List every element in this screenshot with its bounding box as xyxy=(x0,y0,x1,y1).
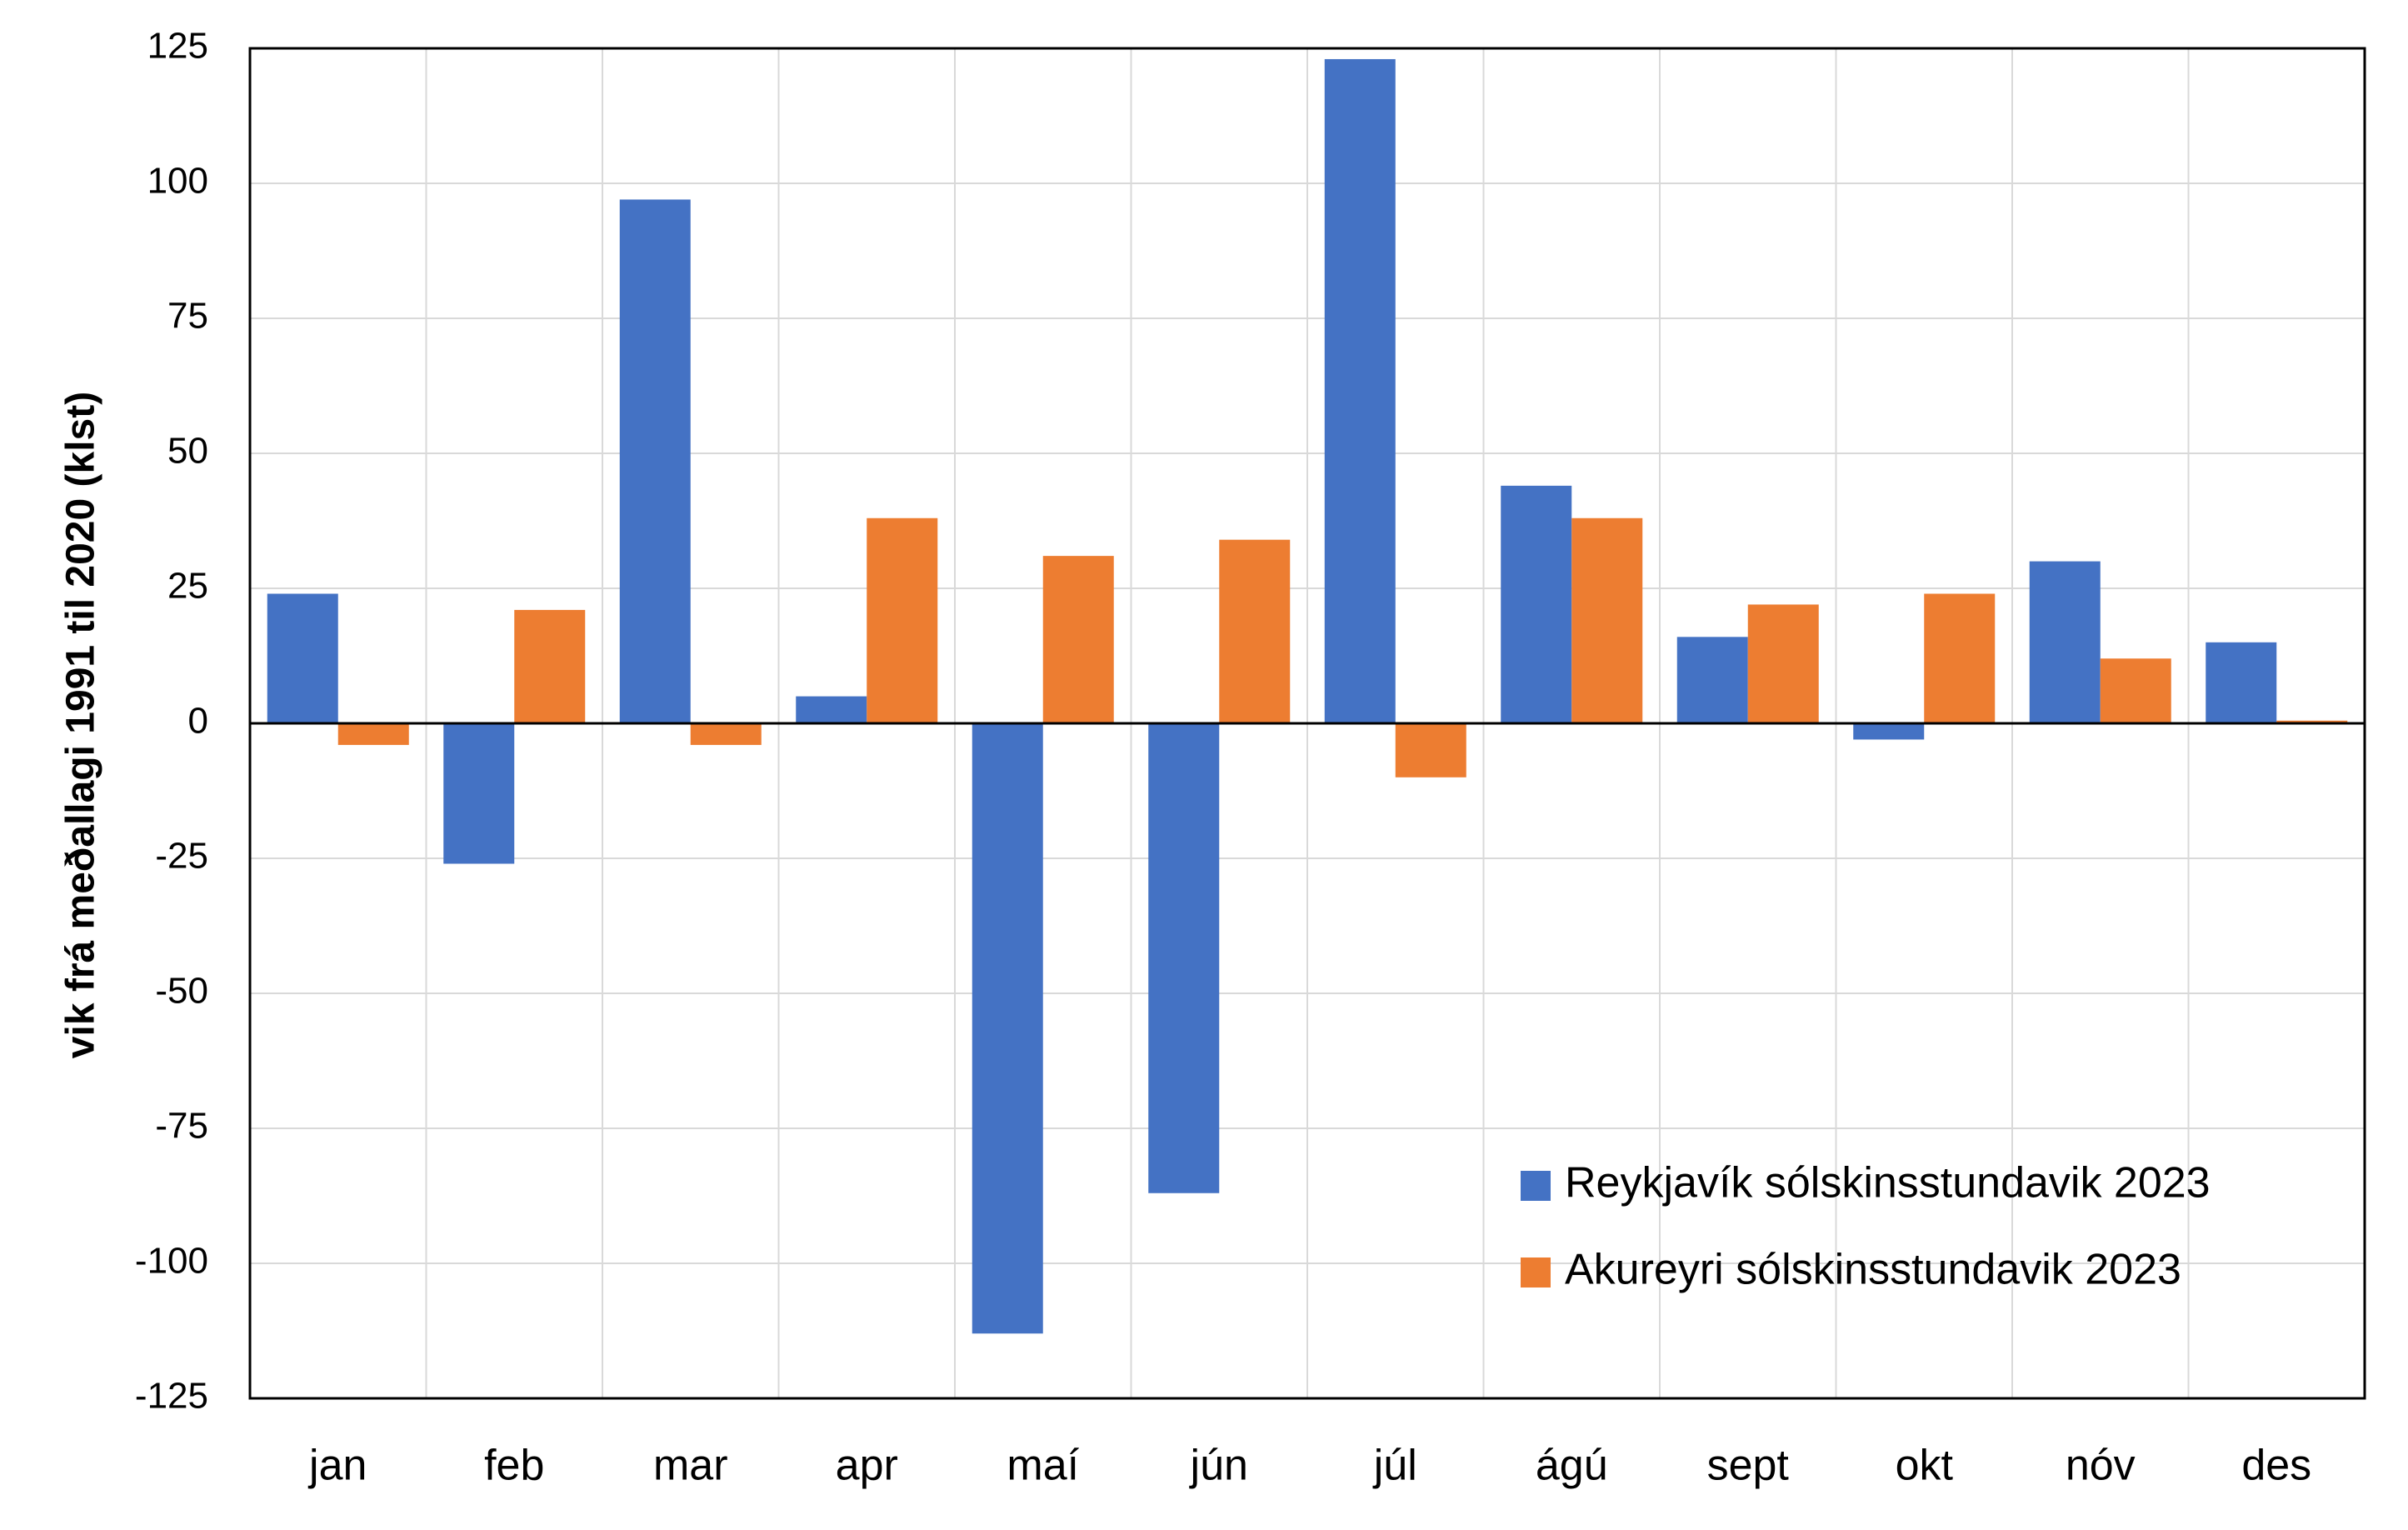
bar-akureyri-2 xyxy=(690,723,762,745)
bar-akureyri-7 xyxy=(1571,518,1643,723)
bar-reykjavik-7 xyxy=(1501,485,1572,723)
bar-reykjavik-2 xyxy=(619,199,691,723)
legend-swatch-akureyri xyxy=(1521,1258,1551,1288)
legend-label-reykjavik: Reykjavík sólskinsstundavik 2023 xyxy=(1565,1159,2211,1208)
x-tick-label: júl xyxy=(1372,1442,1417,1490)
y-tick-label: 125 xyxy=(147,26,208,67)
y-tick-label: -75 xyxy=(155,1106,208,1147)
y-tick-label: 0 xyxy=(188,701,208,742)
x-tick-label: mar xyxy=(653,1442,728,1490)
x-tick-label: des xyxy=(2241,1442,2311,1490)
bar-akureyri-9 xyxy=(1924,593,1996,723)
axes xyxy=(248,47,2366,1400)
bar-akureyri-8 xyxy=(1747,604,1819,723)
bars xyxy=(267,58,2348,1334)
x-tick-label: maí xyxy=(1007,1442,1079,1490)
bar-reykjavik-3 xyxy=(796,696,867,723)
bar-reykjavik-5 xyxy=(1148,723,1220,1193)
bar-reykjavik-10 xyxy=(2029,561,2101,723)
x-tick-label: sept xyxy=(1707,1442,1790,1490)
y-tick-label: 75 xyxy=(167,296,208,337)
bar-reykjavik-1 xyxy=(443,723,515,864)
bar-reykjavik-9 xyxy=(1853,723,1925,740)
y-tick-label: -100 xyxy=(135,1241,208,1282)
legend: Reykjavík sólskinsstundavik 2023 Akureyri… xyxy=(1521,1159,2211,1294)
x-tick-label: feb xyxy=(484,1442,544,1490)
x-tick-label: jan xyxy=(307,1442,367,1490)
x-axis-tick-labels: jan feb mar apr maí jún júl ágú sept okt nóv des xyxy=(307,1442,2311,1490)
x-tick-label: okt xyxy=(1896,1442,1954,1490)
y-tick-label: -25 xyxy=(155,836,208,877)
bar-akureyri-6 xyxy=(1395,723,1466,778)
bar-reykjavik-6 xyxy=(1324,58,1396,723)
x-tick-label: nóv xyxy=(2066,1442,2136,1490)
bar-akureyri-11 xyxy=(2276,720,2348,723)
y-axis-tick-labels: 125 100 75 50 25 0 -25 -50 -75 -100 -125 xyxy=(135,26,208,1417)
bar-reykjavik-0 xyxy=(267,593,338,723)
y-axis-label: vik frá meðallagi 1991 til 2020 (klst) xyxy=(59,392,103,1058)
bar-akureyri-5 xyxy=(1219,539,1291,723)
x-tick-label: ágú xyxy=(1536,1442,1608,1490)
bar-reykjavik-8 xyxy=(1676,637,1748,723)
bar-akureyri-0 xyxy=(337,723,409,745)
legend-swatch-reykjavik xyxy=(1521,1171,1551,1201)
bar-akureyri-10 xyxy=(2100,658,2171,723)
x-tick-label: apr xyxy=(836,1442,898,1490)
bar-akureyri-1 xyxy=(514,609,586,723)
bar-akureyri-4 xyxy=(1042,556,1114,723)
bar-reykjavik-4 xyxy=(972,723,1043,1334)
y-tick-label: -50 xyxy=(155,971,208,1012)
bar-reykjavik-11 xyxy=(2206,642,2277,723)
x-tick-label: jún xyxy=(1189,1442,1248,1490)
legend-label-akureyri: Akureyri sólskinsstundavik 2023 xyxy=(1565,1246,2181,1294)
bar-akureyri-3 xyxy=(867,518,938,723)
y-tick-label: -125 xyxy=(135,1376,208,1417)
y-tick-label: 25 xyxy=(167,566,208,607)
y-tick-label: 100 xyxy=(147,161,208,202)
y-tick-label: 50 xyxy=(167,431,208,472)
